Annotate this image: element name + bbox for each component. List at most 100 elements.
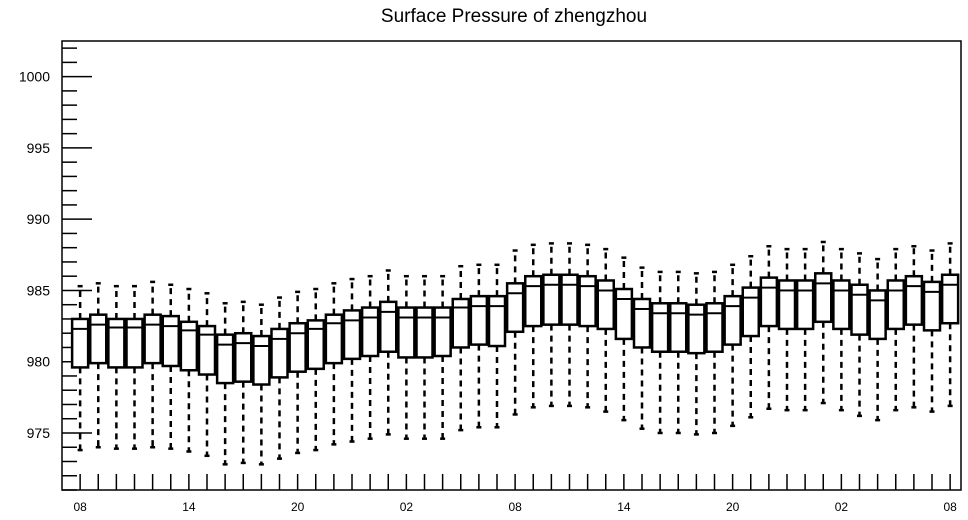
- box-body: [542, 273, 561, 326]
- box-plot: [342, 277, 362, 443]
- box-plot: [397, 274, 416, 440]
- box-plot: [288, 290, 307, 455]
- box-body: [669, 302, 688, 353]
- box-body: [252, 334, 271, 386]
- box-plot: [360, 274, 380, 440]
- box-body: [940, 273, 960, 325]
- box-body: [505, 282, 525, 334]
- box-body: [70, 317, 90, 369]
- box-body: [324, 313, 344, 365]
- x-tick-label: 14: [617, 500, 631, 514]
- box-body: [886, 279, 905, 331]
- box-plot: [125, 284, 144, 450]
- box-plot: [89, 282, 108, 449]
- box-plot: [814, 240, 833, 405]
- box-plot: [687, 272, 706, 436]
- box-body: [687, 303, 706, 355]
- y-tick-label: 975: [27, 425, 51, 441]
- box-body: [179, 320, 199, 372]
- x-tick-label: 08: [508, 500, 522, 514]
- y-tick-label: 990: [27, 211, 51, 227]
- box-plot: [433, 274, 452, 440]
- box-plot: [379, 269, 398, 436]
- box-plot: [669, 270, 688, 435]
- box-plot: [904, 245, 924, 409]
- box-body: [360, 306, 380, 358]
- box-body: [850, 283, 869, 336]
- x-tick-label: 08: [73, 500, 87, 514]
- box-plot: [70, 284, 90, 452]
- box-plot: [632, 266, 652, 430]
- box-plot: [234, 300, 253, 465]
- box-series: [70, 240, 960, 466]
- box-body: [723, 294, 742, 346]
- box-plot: [270, 296, 289, 460]
- box-body: [342, 309, 362, 361]
- box-body: [560, 273, 579, 326]
- box-body: [125, 317, 144, 369]
- box-body: [614, 287, 634, 341]
- box-plot: [759, 245, 779, 411]
- box-body: [306, 319, 325, 371]
- box-plot: [542, 242, 561, 408]
- box-plot: [107, 284, 126, 450]
- box-body: [650, 302, 670, 353]
- box-plot: [922, 249, 942, 413]
- box-body: [107, 317, 126, 369]
- box-plot: [161, 283, 180, 450]
- box-plot: [215, 302, 235, 466]
- box-body: [814, 272, 833, 324]
- box-body: [451, 297, 470, 349]
- box-body: [868, 289, 887, 341]
- chart-title: Surface Pressure of zhengzhou: [381, 6, 647, 27]
- y-tick-label: 985: [27, 282, 51, 298]
- box-plot: [324, 282, 344, 446]
- box-body: [922, 280, 942, 332]
- box-body: [415, 306, 434, 359]
- box-body: [288, 321, 307, 373]
- box-plot: [487, 263, 507, 429]
- box-plot: [415, 274, 434, 440]
- box-plot: [596, 247, 615, 413]
- box-plot: [940, 242, 960, 408]
- box-body: [524, 274, 543, 328]
- x-tick-label: 08: [943, 500, 957, 514]
- box-body: [759, 276, 779, 328]
- box-plot: [614, 256, 634, 422]
- box-body: [197, 324, 217, 376]
- box-body: [777, 279, 797, 331]
- box-plot: [578, 243, 597, 409]
- box-plot: [252, 303, 271, 466]
- box-plot: [795, 247, 815, 412]
- box-body: [161, 314, 180, 368]
- box-plot: [306, 287, 325, 452]
- box-plot: [650, 270, 670, 435]
- box-body: [234, 331, 253, 383]
- box-body: [705, 302, 724, 353]
- box-plot: [451, 264, 470, 432]
- box-plot: [179, 287, 199, 453]
- box-plot: [868, 257, 887, 422]
- box-body: [469, 294, 489, 346]
- box-body: [741, 286, 760, 338]
- box-body: [379, 300, 398, 353]
- box-body: [487, 294, 507, 348]
- box-body: [397, 306, 416, 359]
- box-plot: [777, 247, 797, 412]
- box-body: [270, 327, 289, 379]
- box-body: [433, 306, 452, 358]
- box-plot: [741, 254, 760, 419]
- box-plot: [560, 242, 579, 408]
- plot-frame: [61, 40, 962, 491]
- y-tick-label: 1000: [19, 69, 50, 85]
- box-body: [578, 274, 597, 328]
- box-plot: [524, 243, 543, 409]
- box-body: [89, 313, 108, 365]
- y-axis: 975 980 985 990 995 1000: [19, 47, 92, 491]
- x-tick-label: 20: [291, 500, 305, 514]
- box-body: [215, 333, 235, 385]
- x-axis: 08 14 20 02 08 14 20 02 08: [73, 474, 957, 514]
- box-body: [832, 279, 851, 331]
- box-plot: [723, 263, 742, 428]
